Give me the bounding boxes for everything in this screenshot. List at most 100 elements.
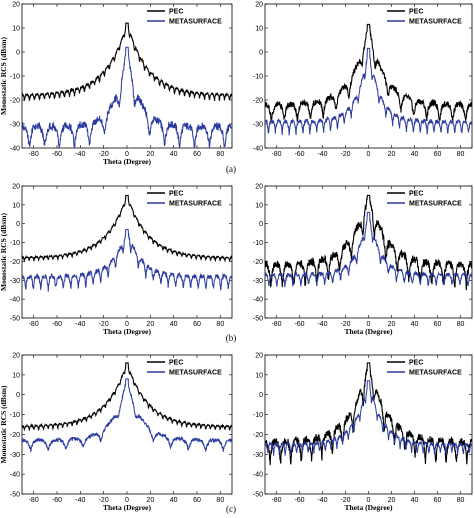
y-tick-label: 10 xyxy=(12,202,20,209)
x-tick-label: 60 xyxy=(193,151,201,158)
x-tick-label: 60 xyxy=(434,321,442,328)
y-tick-label: -20 xyxy=(253,98,263,105)
y-tick-label: -50 xyxy=(253,316,263,323)
x-tick-label: 40 xyxy=(411,151,419,158)
y-tick-label: -40 xyxy=(253,472,263,479)
legend-entry: METASURFACE xyxy=(409,370,462,377)
legend-entry: PEC xyxy=(169,191,183,198)
x-axis-label: Theta (Degree) xyxy=(345,503,393,512)
pec-series-line xyxy=(265,194,472,291)
y-tick-label: 10 xyxy=(255,26,263,33)
x-tick-label: 20 xyxy=(388,151,396,158)
y-tick-label: 20 xyxy=(255,184,263,191)
pec-series-line xyxy=(22,194,232,263)
x-tick-label: 40 xyxy=(170,321,178,328)
x-axis-label: Theta (Degree) xyxy=(103,157,151,166)
y-tick-label: -20 xyxy=(253,259,263,266)
panel-row-label: (a) xyxy=(226,164,236,174)
x-tick-label: 60 xyxy=(193,497,201,504)
pec-series-line xyxy=(22,22,232,102)
x-axis-label: Theta (Degree) xyxy=(345,327,393,336)
y-tick-label: 0 xyxy=(16,50,20,57)
x-tick-label: 40 xyxy=(170,497,178,504)
x-tick-label: 80 xyxy=(457,151,465,158)
y-tick-label: -20 xyxy=(253,432,263,439)
legend-entry: METASURFACE xyxy=(169,201,222,208)
x-tick-label: -60 xyxy=(294,497,304,504)
x-tick-label: -60 xyxy=(52,497,62,504)
x-tick-label: 60 xyxy=(434,497,442,504)
x-tick-label: 0 xyxy=(367,497,371,504)
y-tick-label: -10 xyxy=(253,412,263,419)
x-tick-label: 40 xyxy=(170,151,178,158)
rcs-chart: -50 -40 -30 -20 -10 0 10 20 -80 -60 -40 -20 0 20 40 60 8… xyxy=(253,353,473,512)
x-tick-label: -20 xyxy=(340,497,350,504)
x-tick-label: -20 xyxy=(340,321,350,328)
y-tick-label: 10 xyxy=(12,372,20,379)
metasurface-series-line xyxy=(265,211,472,288)
y-axis-label: Monostatic RCS (dBsm) xyxy=(0,213,8,291)
x-tick-label: 0 xyxy=(125,497,129,504)
x-tick-label: -80 xyxy=(271,497,281,504)
y-tick-label: -40 xyxy=(10,146,20,153)
rcs-chart: -50 -40 -30 -20 -10 0 10 20 -80 -60 -40 -20 0 20 40 60 8… xyxy=(0,353,233,512)
y-tick-label: 10 xyxy=(255,372,263,379)
x-tick-label: 20 xyxy=(146,151,154,158)
metasurface-series-line xyxy=(265,380,472,456)
y-tick-label: -40 xyxy=(253,146,263,153)
y-tick-label: 0 xyxy=(16,221,20,228)
x-tick-label: -40 xyxy=(75,321,85,328)
y-tick-label: 0 xyxy=(259,221,263,228)
x-tick-label: -40 xyxy=(317,497,327,504)
legend-entry: METASURFACE xyxy=(409,201,462,208)
rcs-chart: -50 -40 -30 -20 -10 0 10 20 -80 -60 -40 -20 0 20 40 60 8… xyxy=(0,184,233,336)
x-tick-label: 0 xyxy=(367,151,371,158)
x-tick-label: 20 xyxy=(146,497,154,504)
y-tick-label: -40 xyxy=(10,472,20,479)
x-tick-label: 20 xyxy=(388,321,396,328)
x-tick-label: 20 xyxy=(388,497,396,504)
x-tick-label: 60 xyxy=(434,151,442,158)
x-tick-label: -20 xyxy=(99,151,109,158)
x-tick-label: -20 xyxy=(99,321,109,328)
y-tick-label: -20 xyxy=(10,432,20,439)
y-tick-label: -30 xyxy=(10,278,20,285)
x-tick-label: 80 xyxy=(216,321,224,328)
legend-entry: PEC xyxy=(409,191,423,198)
x-tick-label: -80 xyxy=(271,151,281,158)
x-axis-label: Theta (Degree) xyxy=(103,503,151,512)
y-tick-label: -30 xyxy=(253,278,263,285)
x-tick-label: 40 xyxy=(411,497,419,504)
pec-series-line xyxy=(22,362,232,432)
x-tick-label: -20 xyxy=(99,497,109,504)
x-tick-label: -80 xyxy=(29,497,39,504)
y-tick-label: 0 xyxy=(16,392,20,399)
x-tick-label: -60 xyxy=(52,151,62,158)
x-tick-label: -20 xyxy=(340,151,350,158)
metasurface-series-line xyxy=(22,228,232,292)
x-tick-label: -80 xyxy=(29,151,39,158)
y-tick-label: -10 xyxy=(253,240,263,247)
x-tick-label: -40 xyxy=(317,321,327,328)
y-tick-label: -40 xyxy=(253,297,263,304)
y-tick-label: -30 xyxy=(253,452,263,459)
x-axis-label: Theta (Degree) xyxy=(103,327,151,336)
y-tick-label: 20 xyxy=(255,2,263,9)
y-tick-label: -30 xyxy=(10,122,20,129)
pec-series-line xyxy=(265,23,472,122)
x-tick-label: 20 xyxy=(146,321,154,328)
metasurface-series-line xyxy=(265,47,472,136)
x-tick-label: 40 xyxy=(411,321,419,328)
x-tick-label: 60 xyxy=(193,321,201,328)
y-tick-label: 20 xyxy=(12,353,20,360)
y-axis-label: Monostatic RCS (dBsm) xyxy=(0,385,8,463)
y-tick-label: 10 xyxy=(12,26,20,33)
x-tick-label: 0 xyxy=(125,321,129,328)
metasurface-series-line xyxy=(22,46,232,148)
y-tick-label: -50 xyxy=(253,492,263,499)
rcs-chart: -50 -40 -30 -20 -10 0 10 20 -80 -60 -40 -20 0 20 40 60 8… xyxy=(253,184,473,336)
y-tick-label: 0 xyxy=(259,392,263,399)
panel-row-label: (b) xyxy=(226,333,237,343)
y-tick-label: 20 xyxy=(12,184,20,191)
y-tick-label: -10 xyxy=(10,240,20,247)
